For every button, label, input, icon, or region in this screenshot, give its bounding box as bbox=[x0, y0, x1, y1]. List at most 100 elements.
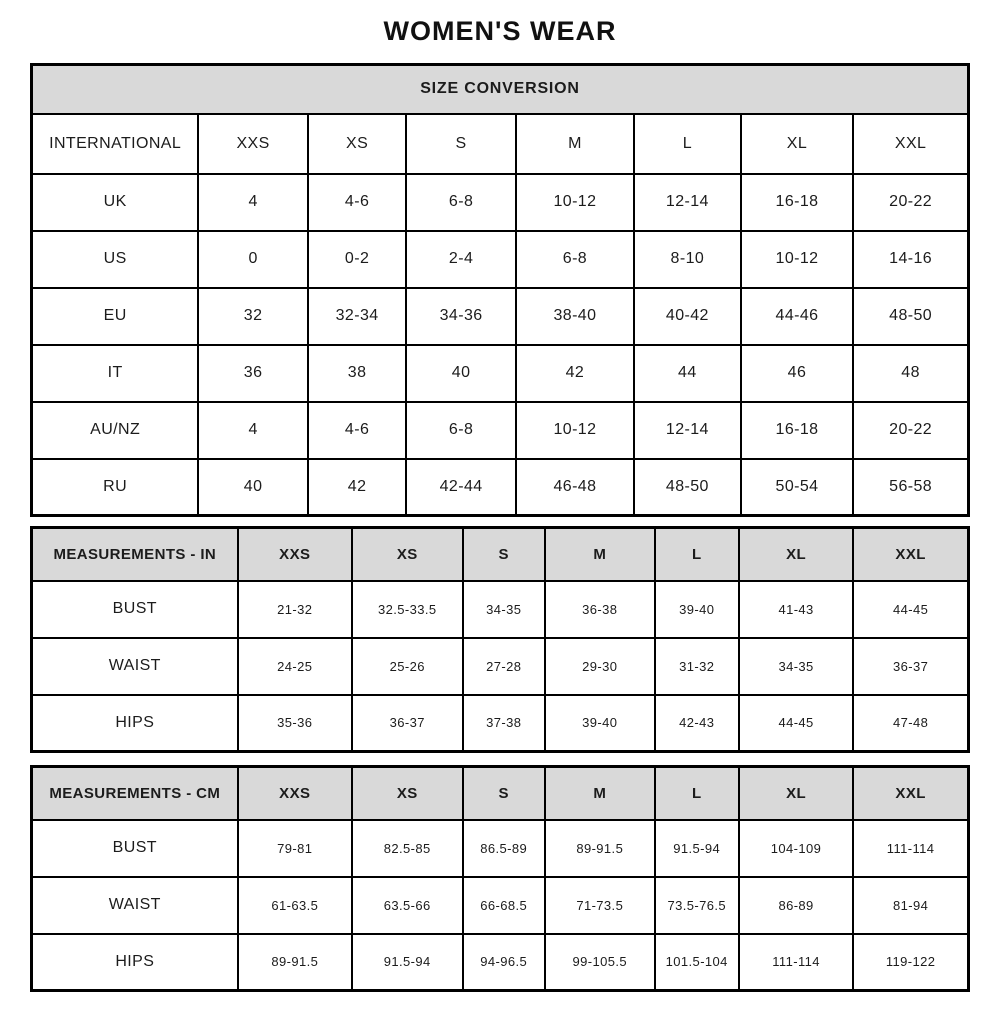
size-value: 0 bbox=[197, 229, 309, 289]
size-value: 10-12 bbox=[514, 400, 635, 460]
size-value: 4 bbox=[197, 400, 309, 460]
table-row: RU 40 42 42-44 46-48 48-50 50-54 56-58 bbox=[30, 457, 970, 517]
size-value: 4-6 bbox=[306, 400, 408, 460]
size-value: 42-44 bbox=[405, 457, 517, 517]
measurement-value: 21-32 bbox=[236, 579, 353, 639]
size-value: 0-2 bbox=[306, 229, 408, 289]
column-header: INTERNATIONAL bbox=[30, 112, 200, 175]
size-value: 12-14 bbox=[632, 172, 742, 232]
measurement-value: 94-96.5 bbox=[461, 932, 546, 992]
page-title: WOMEN'S WEAR bbox=[383, 16, 617, 46]
measurement-value: 71-73.5 bbox=[543, 875, 656, 935]
size-value: 4-6 bbox=[306, 172, 408, 232]
column-header: S bbox=[405, 112, 517, 175]
column-header: XXL bbox=[852, 112, 970, 175]
row-label: EU bbox=[30, 286, 200, 346]
size-value: 40 bbox=[197, 457, 309, 517]
column-header: S bbox=[461, 765, 546, 821]
column-header: S bbox=[461, 526, 546, 582]
row-label: HIPS bbox=[30, 932, 239, 992]
column-header: XXL bbox=[852, 765, 970, 821]
measurement-value: 81-94 bbox=[852, 875, 970, 935]
column-header: XL bbox=[737, 526, 855, 582]
column-header: XS bbox=[350, 765, 464, 821]
measurement-value: 79-81 bbox=[236, 818, 353, 878]
size-value: 48-50 bbox=[632, 457, 742, 517]
size-value: 10-12 bbox=[739, 229, 855, 289]
column-header-row: MEASUREMENTS - CM XXS XS S M L XL XXL bbox=[30, 765, 970, 821]
measurement-value: 73.5-76.5 bbox=[653, 875, 740, 935]
table-row: HIPS 35-36 36-37 37-38 39-40 42-43 44-45… bbox=[30, 693, 970, 753]
measurement-value: 86.5-89 bbox=[461, 818, 546, 878]
row-label: US bbox=[30, 229, 200, 289]
row-label: WAIST bbox=[30, 636, 239, 696]
column-header: L bbox=[653, 765, 740, 821]
size-value: 46 bbox=[739, 343, 855, 403]
size-value: 16-18 bbox=[739, 172, 855, 232]
measurement-value: 42-43 bbox=[653, 693, 740, 753]
measurement-value: 101.5-104 bbox=[653, 932, 740, 992]
table-row: US 0 0-2 2-4 6-8 8-10 10-12 14-16 bbox=[30, 229, 970, 289]
measurement-value: 36-37 bbox=[350, 693, 464, 753]
measurement-value: 31-32 bbox=[653, 636, 740, 696]
size-value: 20-22 bbox=[852, 172, 970, 232]
size-value: 32 bbox=[197, 286, 309, 346]
table-row: UK 4 4-6 6-8 10-12 12-14 16-18 20-22 bbox=[30, 172, 970, 232]
size-value: 14-16 bbox=[852, 229, 970, 289]
measurement-value: 34-35 bbox=[461, 579, 546, 639]
size-value: 12-14 bbox=[632, 400, 742, 460]
size-value: 38-40 bbox=[514, 286, 635, 346]
size-value: 44-46 bbox=[739, 286, 855, 346]
row-label: BUST bbox=[30, 818, 239, 878]
size-value: 48-50 bbox=[852, 286, 970, 346]
size-value: 6-8 bbox=[405, 400, 517, 460]
measurement-value: 111-114 bbox=[852, 818, 970, 878]
measurement-value: 29-30 bbox=[543, 636, 656, 696]
measurements-cm-table: MEASUREMENTS - CM XXS XS S M L XL XXL BU… bbox=[30, 765, 970, 992]
measurement-value: 36-38 bbox=[543, 579, 656, 639]
size-value: 4 bbox=[197, 172, 309, 232]
measurement-value: 89-91.5 bbox=[236, 932, 353, 992]
measurement-value: 36-37 bbox=[852, 636, 970, 696]
measurement-value: 24-25 bbox=[236, 636, 353, 696]
size-value: 48 bbox=[852, 343, 970, 403]
measurement-value: 91.5-94 bbox=[350, 932, 464, 992]
table-row: BUST 79-81 82.5-85 86.5-89 89-91.5 91.5-… bbox=[30, 818, 970, 878]
column-header: XL bbox=[737, 765, 855, 821]
measurement-value: 39-40 bbox=[653, 579, 740, 639]
measurement-value: 66-68.5 bbox=[461, 875, 546, 935]
size-value: 6-8 bbox=[405, 172, 517, 232]
measurement-value: 82.5-85 bbox=[350, 818, 464, 878]
measurement-value: 86-89 bbox=[737, 875, 855, 935]
size-value: 16-18 bbox=[739, 400, 855, 460]
size-value: 46-48 bbox=[514, 457, 635, 517]
measurement-value: 99-105.5 bbox=[543, 932, 656, 992]
table-row: AU/NZ 4 4-6 6-8 10-12 12-14 16-18 20-22 bbox=[30, 400, 970, 460]
measurement-value: 37-38 bbox=[461, 693, 546, 753]
column-header: XS bbox=[350, 526, 464, 582]
column-header: XS bbox=[306, 112, 408, 175]
row-label: IT bbox=[30, 343, 200, 403]
size-value: 44 bbox=[632, 343, 742, 403]
measurement-value: 34-35 bbox=[737, 636, 855, 696]
row-label: UK bbox=[30, 172, 200, 232]
column-header: XXL bbox=[852, 526, 970, 582]
column-header: MEASUREMENTS - CM bbox=[30, 765, 239, 821]
row-label: BUST bbox=[30, 579, 239, 639]
size-value: 40-42 bbox=[632, 286, 742, 346]
size-value: 42 bbox=[514, 343, 635, 403]
row-label: AU/NZ bbox=[30, 400, 200, 460]
row-label: HIPS bbox=[30, 693, 239, 753]
size-value: 34-36 bbox=[405, 286, 517, 346]
measurement-value: 104-109 bbox=[737, 818, 855, 878]
measurement-value: 44-45 bbox=[737, 693, 855, 753]
column-header: L bbox=[632, 112, 742, 175]
column-header: XXS bbox=[197, 112, 309, 175]
measurement-value: 111-114 bbox=[737, 932, 855, 992]
table-row: WAIST 61-63.5 63.5-66 66-68.5 71-73.5 73… bbox=[30, 875, 970, 935]
column-header: XXS bbox=[236, 765, 353, 821]
measurement-value: 61-63.5 bbox=[236, 875, 353, 935]
size-value: 42 bbox=[306, 457, 408, 517]
measurement-value: 44-45 bbox=[852, 579, 970, 639]
measurement-value: 119-122 bbox=[852, 932, 970, 992]
